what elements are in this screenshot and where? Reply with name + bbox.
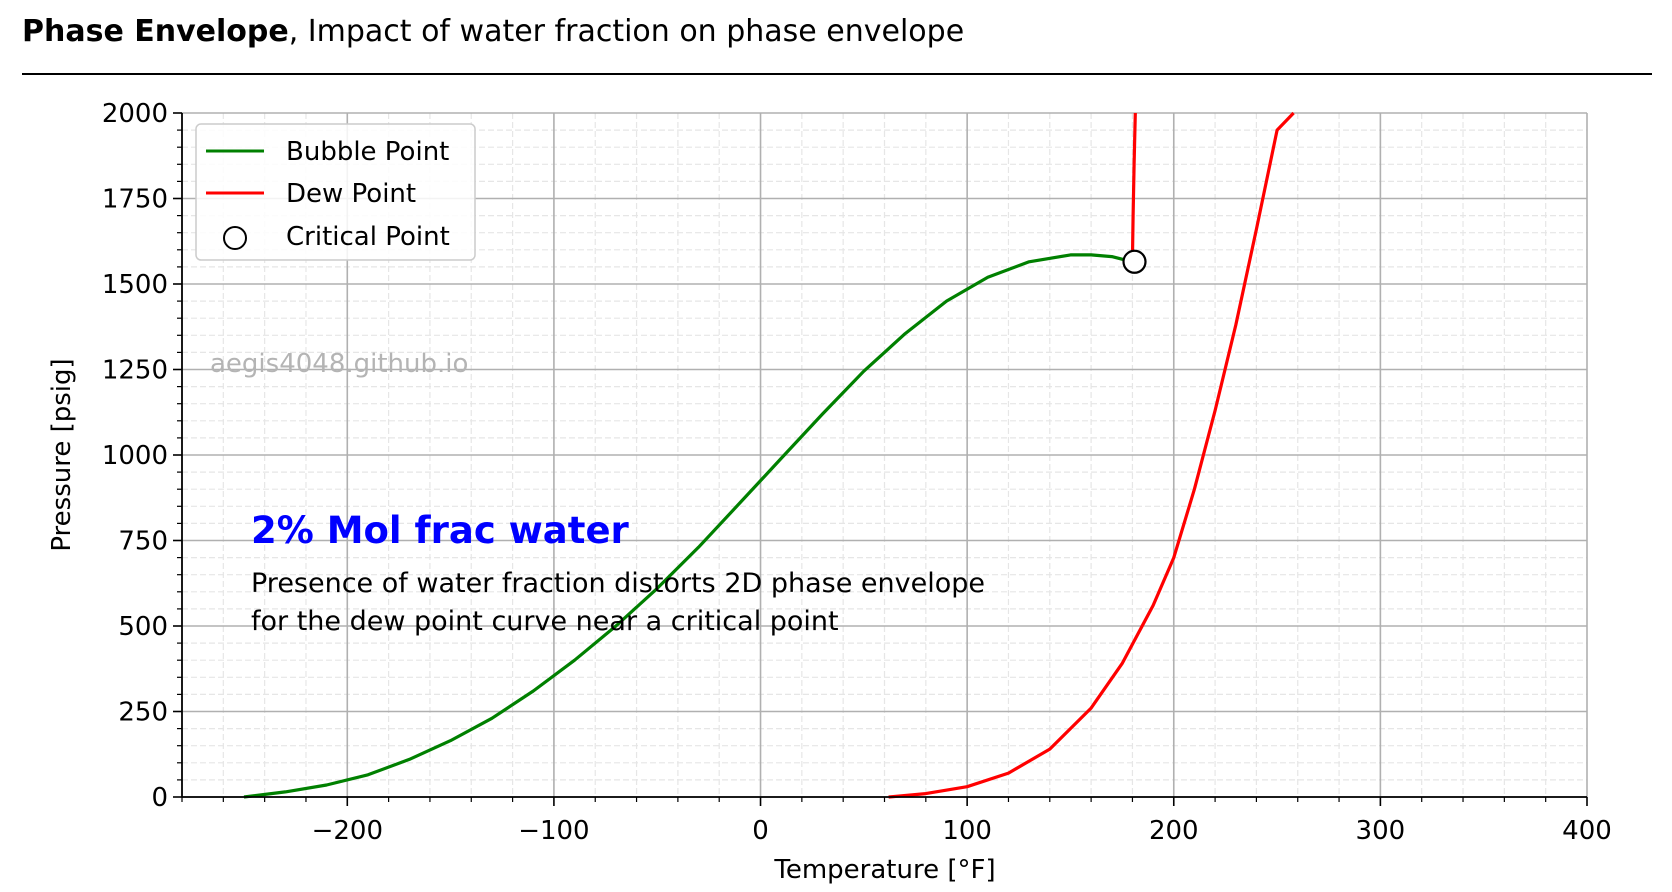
dew-point-upper-branch xyxy=(1130,112,1137,262)
y-tick-label: 0 xyxy=(151,783,168,813)
x-tick-label: 100 xyxy=(942,816,992,846)
critical-point-marker xyxy=(1122,249,1147,274)
x-tick-label: 400 xyxy=(1562,816,1612,846)
legend-label-bubble-point: Bubble Point xyxy=(286,137,449,167)
x-tick-label: 300 xyxy=(1356,816,1406,846)
y-tick-label: 500 xyxy=(118,612,168,642)
x-tick-label: −200 xyxy=(312,816,383,846)
header-title-bold: Phase Envelope xyxy=(22,14,289,49)
y-tick-label: 1000 xyxy=(102,441,168,471)
series-layer xyxy=(243,111,1295,799)
dew-point-curve xyxy=(888,111,1295,799)
watermark: aegis4048.github.io xyxy=(210,349,468,379)
legend-label-critical-point: Critical Point xyxy=(286,222,450,252)
page-header: Phase Envelope, Impact of water fraction… xyxy=(22,14,964,49)
y-tick-label: 1500 xyxy=(102,270,168,300)
major-grid xyxy=(182,112,1588,798)
y-tick-label: 750 xyxy=(118,527,168,557)
legend-box xyxy=(195,123,476,261)
legend-label-dew-point: Dew Point xyxy=(286,179,416,209)
y-tick-label: 1750 xyxy=(102,185,168,215)
y-tick-label: 1250 xyxy=(102,356,168,386)
x-tick-label: −100 xyxy=(518,816,589,846)
x-axis-label: Temperature [°F] xyxy=(773,855,995,885)
annotation-line-2: for the dew point curve near a critical … xyxy=(251,606,839,637)
x-axis-ticks: −200 −100 0 100 200 300 400 xyxy=(181,797,1612,846)
x-tick-label: 0 xyxy=(752,816,769,846)
y-tick-label: 250 xyxy=(118,698,168,728)
header-title-rest: , Impact of water fraction on phase enve… xyxy=(288,14,965,49)
annotation-line-1: Presence of water fraction distorts 2D p… xyxy=(251,568,985,599)
legend-swatch-critical-point xyxy=(223,226,247,250)
bubble-point-curve xyxy=(243,253,1133,799)
annotation-headline: 2% Mol frac water xyxy=(251,509,630,552)
y-tick-label: 2000 xyxy=(102,99,168,129)
x-tick-label: 200 xyxy=(1149,816,1199,846)
legend: Bubble Point Dew Point Critical Point xyxy=(195,123,476,261)
y-axis-label: Pressure [psig] xyxy=(47,358,77,551)
y-axis-ticks: 0 250 500 750 1000 1250 1500 1750 2000 xyxy=(102,99,182,813)
header-divider xyxy=(22,73,1652,75)
